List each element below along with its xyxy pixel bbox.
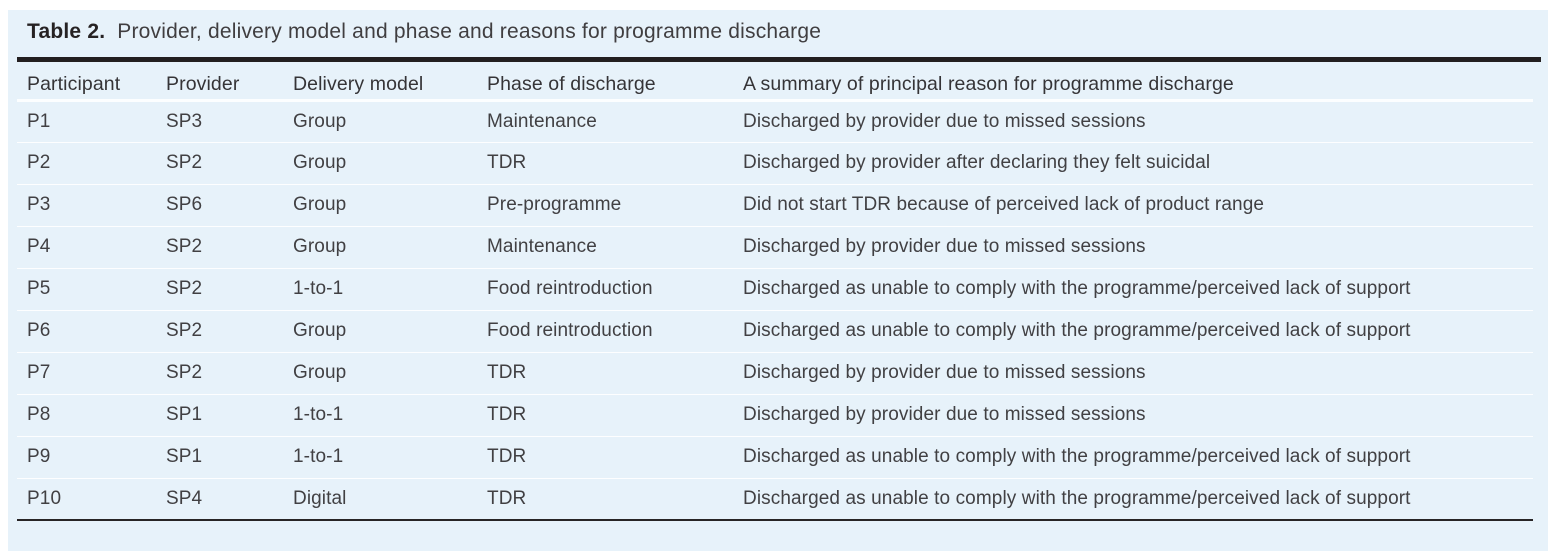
cell-provider: SP1: [166, 394, 293, 437]
table-row: P9 SP1 1-to-1 TDR Discharged as unable t…: [17, 436, 1533, 479]
cell-provider: SP2: [166, 310, 293, 353]
cell-provider: SP4: [166, 478, 293, 521]
table-row: P6 SP2 Group Food reintroduction Dischar…: [17, 310, 1533, 353]
cell-phase: TDR: [487, 394, 743, 437]
col-header-phase: Phase of discharge: [487, 62, 743, 102]
cell-summary: Discharged by provider after declaring t…: [743, 142, 1533, 185]
cell-delivery-model: Group: [293, 310, 487, 353]
cell-participant: P9: [17, 436, 166, 479]
cell-participant: P2: [17, 142, 166, 185]
table-caption-text: Provider, delivery model and phase and r…: [117, 20, 822, 43]
cell-provider: SP2: [166, 142, 293, 185]
cell-delivery-model: Digital: [293, 478, 487, 521]
cell-phase: TDR: [487, 142, 743, 185]
table-caption: Table 2. Provider, delivery model and pha…: [27, 18, 821, 46]
cell-summary: Did not start TDR because of perceived l…: [743, 184, 1533, 227]
cell-phase: TDR: [487, 436, 743, 479]
cell-delivery-model: Group: [293, 226, 487, 269]
cell-participant: P8: [17, 394, 166, 437]
col-header-provider: Provider: [166, 62, 293, 102]
cell-provider: SP1: [166, 436, 293, 479]
cell-provider: SP2: [166, 268, 293, 311]
top-rule: [17, 57, 1541, 62]
table-row: P8 SP1 1-to-1 TDR Discharged by provider…: [17, 394, 1533, 437]
cell-summary: Discharged as unable to comply with the …: [743, 268, 1533, 311]
cell-phase: TDR: [487, 352, 743, 395]
table-row: P2 SP2 Group TDR Discharged by provider …: [17, 142, 1533, 185]
cell-participant: P10: [17, 478, 166, 521]
cell-provider: SP3: [166, 100, 293, 143]
table-row: P10 SP4 Digital TDR Discharged as unable…: [17, 478, 1533, 521]
cell-phase: Food reintroduction: [487, 268, 743, 311]
header-row: Participant Provider Delivery model Phas…: [17, 62, 1533, 102]
cell-summary: Discharged as unable to comply with the …: [743, 310, 1533, 353]
cell-summary: Discharged by provider due to missed ses…: [743, 226, 1533, 269]
cell-summary: Discharged by provider due to missed ses…: [743, 394, 1533, 437]
col-header-delivery-model: Delivery model: [293, 62, 487, 102]
cell-delivery-model: 1-to-1: [293, 268, 487, 311]
table-row: P1 SP3 Group Maintenance Discharged by p…: [17, 100, 1533, 143]
col-header-participant: Participant: [17, 62, 166, 102]
table-row: P4 SP2 Group Maintenance Discharged by p…: [17, 226, 1533, 269]
cell-provider: SP2: [166, 352, 293, 395]
cell-delivery-model: 1-to-1: [293, 436, 487, 479]
table-row: P5 SP2 1-to-1 Food reintroduction Discha…: [17, 268, 1533, 311]
cell-participant: P4: [17, 226, 166, 269]
cell-summary: Discharged by provider due to missed ses…: [743, 352, 1533, 395]
table-row: P7 SP2 Group TDR Discharged by provider …: [17, 352, 1533, 395]
cell-participant: P5: [17, 268, 166, 311]
cell-delivery-model: Group: [293, 184, 487, 227]
cell-delivery-model: 1-to-1: [293, 394, 487, 437]
cell-summary: Discharged as unable to comply with the …: [743, 478, 1533, 521]
cell-delivery-model: Group: [293, 100, 487, 143]
cell-participant: P3: [17, 184, 166, 227]
cell-participant: P1: [17, 100, 166, 143]
cell-phase: Pre-programme: [487, 184, 743, 227]
table-body: P1 SP3 Group Maintenance Discharged by p…: [17, 100, 1533, 521]
cell-delivery-model: Group: [293, 352, 487, 395]
table-header: Participant Provider Delivery model Phas…: [17, 62, 1533, 102]
cell-participant: P6: [17, 310, 166, 353]
cell-phase: TDR: [487, 478, 743, 521]
table-panel: Table 2. Provider, delivery model and pha…: [8, 10, 1548, 551]
cell-provider: SP6: [166, 184, 293, 227]
cell-participant: P7: [17, 352, 166, 395]
col-header-summary: A summary of principal reason for progra…: [743, 62, 1533, 102]
cell-phase: Maintenance: [487, 226, 743, 269]
cell-provider: SP2: [166, 226, 293, 269]
cell-phase: Maintenance: [487, 100, 743, 143]
cell-delivery-model: Group: [293, 142, 487, 185]
cell-summary: Discharged by provider due to missed ses…: [743, 100, 1533, 143]
table-row: P3 SP6 Group Pre-programme Did not start…: [17, 184, 1533, 227]
table-number-label: Table 2.: [27, 20, 106, 43]
discharge-table: Participant Provider Delivery model Phas…: [17, 62, 1533, 521]
cell-summary: Discharged as unable to comply with the …: [743, 436, 1533, 479]
cell-phase: Food reintroduction: [487, 310, 743, 353]
